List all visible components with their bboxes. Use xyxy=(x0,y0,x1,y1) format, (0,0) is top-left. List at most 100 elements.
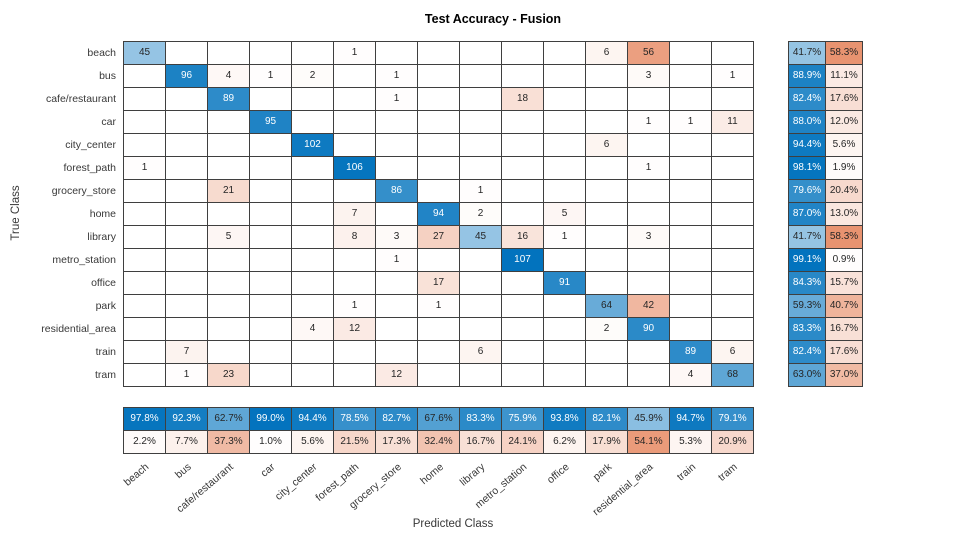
row-summary-cell: 41.7% xyxy=(788,41,826,65)
matrix-cell xyxy=(123,271,166,295)
col-summary-cell: 67.6% xyxy=(417,407,460,431)
row-summary-cell: 40.7% xyxy=(825,294,863,318)
row-summary-cell: 83.3% xyxy=(788,317,826,341)
col-summary-cell: 78.5% xyxy=(333,407,376,431)
x-tick-label: home xyxy=(417,461,446,488)
matrix-cell xyxy=(375,294,418,318)
matrix-cell: 86 xyxy=(375,179,418,203)
matrix-cell xyxy=(711,87,754,111)
col-summary-cell: 37.3% xyxy=(207,430,250,454)
matrix-cell xyxy=(543,294,586,318)
matrix-cell xyxy=(585,202,628,226)
matrix-cell xyxy=(249,202,292,226)
matrix-cell: 3 xyxy=(627,225,670,249)
col-summary-cell: 79.1% xyxy=(711,407,754,431)
matrix-cell xyxy=(291,340,334,364)
matrix-cell xyxy=(417,179,460,203)
matrix-cell xyxy=(543,64,586,88)
matrix-cell xyxy=(249,248,292,272)
col-summary-cell: 62.7% xyxy=(207,407,250,431)
matrix-cell xyxy=(291,202,334,226)
matrix-cell: 6 xyxy=(585,133,628,157)
matrix-cell xyxy=(249,271,292,295)
matrix-cell xyxy=(711,202,754,226)
matrix-cell xyxy=(501,41,544,65)
row-summary-cell: 12.0% xyxy=(825,110,863,134)
y-tick-label: forest_path xyxy=(63,162,116,174)
matrix-cell xyxy=(123,133,166,157)
matrix-cell xyxy=(207,294,250,318)
matrix-cell xyxy=(417,110,460,134)
matrix-cell: 27 xyxy=(417,225,460,249)
matrix-cell xyxy=(543,317,586,341)
matrix-cell xyxy=(333,271,376,295)
matrix-cell xyxy=(291,41,334,65)
row-summary-cell: 59.3% xyxy=(788,294,826,318)
matrix-cell xyxy=(375,110,418,134)
col-summary-cell: 17.3% xyxy=(375,430,418,454)
matrix-cell xyxy=(291,271,334,295)
y-tick-label: tram xyxy=(95,369,116,381)
row-summary-cell: 88.9% xyxy=(788,64,826,88)
matrix-cell xyxy=(585,340,628,364)
matrix-cell xyxy=(333,340,376,364)
x-tick-label: train xyxy=(674,461,698,484)
row-summary-cell: 15.7% xyxy=(825,271,863,295)
matrix-cell xyxy=(585,271,628,295)
x-tick-label: car xyxy=(258,461,278,480)
y-tick-label: beach xyxy=(87,47,116,59)
matrix-cell xyxy=(543,87,586,111)
y-tick-label: residential_area xyxy=(41,323,116,335)
matrix-cell: 12 xyxy=(333,317,376,341)
matrix-cell: 1 xyxy=(375,87,418,111)
matrix-cell xyxy=(543,179,586,203)
col-summary-cell: 6.2% xyxy=(543,430,586,454)
x-tick-label: park xyxy=(590,461,614,484)
matrix-cell xyxy=(123,110,166,134)
matrix-cell xyxy=(585,156,628,180)
matrix-cell: 16 xyxy=(501,225,544,249)
row-summary-cell: 13.0% xyxy=(825,202,863,226)
matrix-cell xyxy=(459,271,502,295)
matrix-cell xyxy=(711,248,754,272)
row-summary-cell: 58.3% xyxy=(825,41,863,65)
matrix-cell xyxy=(333,179,376,203)
matrix-cell xyxy=(375,202,418,226)
matrix-cell xyxy=(417,317,460,341)
matrix-cell xyxy=(501,156,544,180)
matrix-cell xyxy=(333,133,376,157)
matrix-cell: 21 xyxy=(207,179,250,203)
row-summary-cell: 5.6% xyxy=(825,133,863,157)
matrix-cell: 96 xyxy=(165,64,208,88)
matrix-cell xyxy=(165,133,208,157)
y-tick-label: park xyxy=(95,300,116,312)
matrix-cell: 3 xyxy=(627,64,670,88)
matrix-cell: 45 xyxy=(459,225,502,249)
matrix-cell: 5 xyxy=(207,225,250,249)
matrix-cell: 6 xyxy=(711,340,754,364)
matrix-cell xyxy=(459,156,502,180)
matrix-cell xyxy=(459,133,502,157)
row-summary-cell: 17.6% xyxy=(825,340,863,364)
matrix-cell xyxy=(711,294,754,318)
matrix-cell xyxy=(207,317,250,341)
matrix-cell xyxy=(375,133,418,157)
col-summary-cell: 2.2% xyxy=(123,430,166,454)
x-tick-label: library xyxy=(458,461,488,489)
matrix-cell xyxy=(165,202,208,226)
matrix-cell xyxy=(375,340,418,364)
matrix-cell xyxy=(375,156,418,180)
x-tick-label: city_center xyxy=(273,461,320,503)
col-summary-cell: 16.7% xyxy=(459,430,502,454)
matrix-cell xyxy=(123,64,166,88)
matrix-cell: 1 xyxy=(333,41,376,65)
matrix-cell: 45 xyxy=(123,41,166,65)
matrix-cell: 1 xyxy=(165,363,208,387)
matrix-cell: 1 xyxy=(669,110,712,134)
matrix-cell xyxy=(123,179,166,203)
col-summary-cell: 5.3% xyxy=(669,430,712,454)
matrix-cell xyxy=(165,179,208,203)
matrix-cell xyxy=(333,110,376,134)
matrix-cell xyxy=(123,294,166,318)
matrix-cell: 2 xyxy=(585,317,628,341)
